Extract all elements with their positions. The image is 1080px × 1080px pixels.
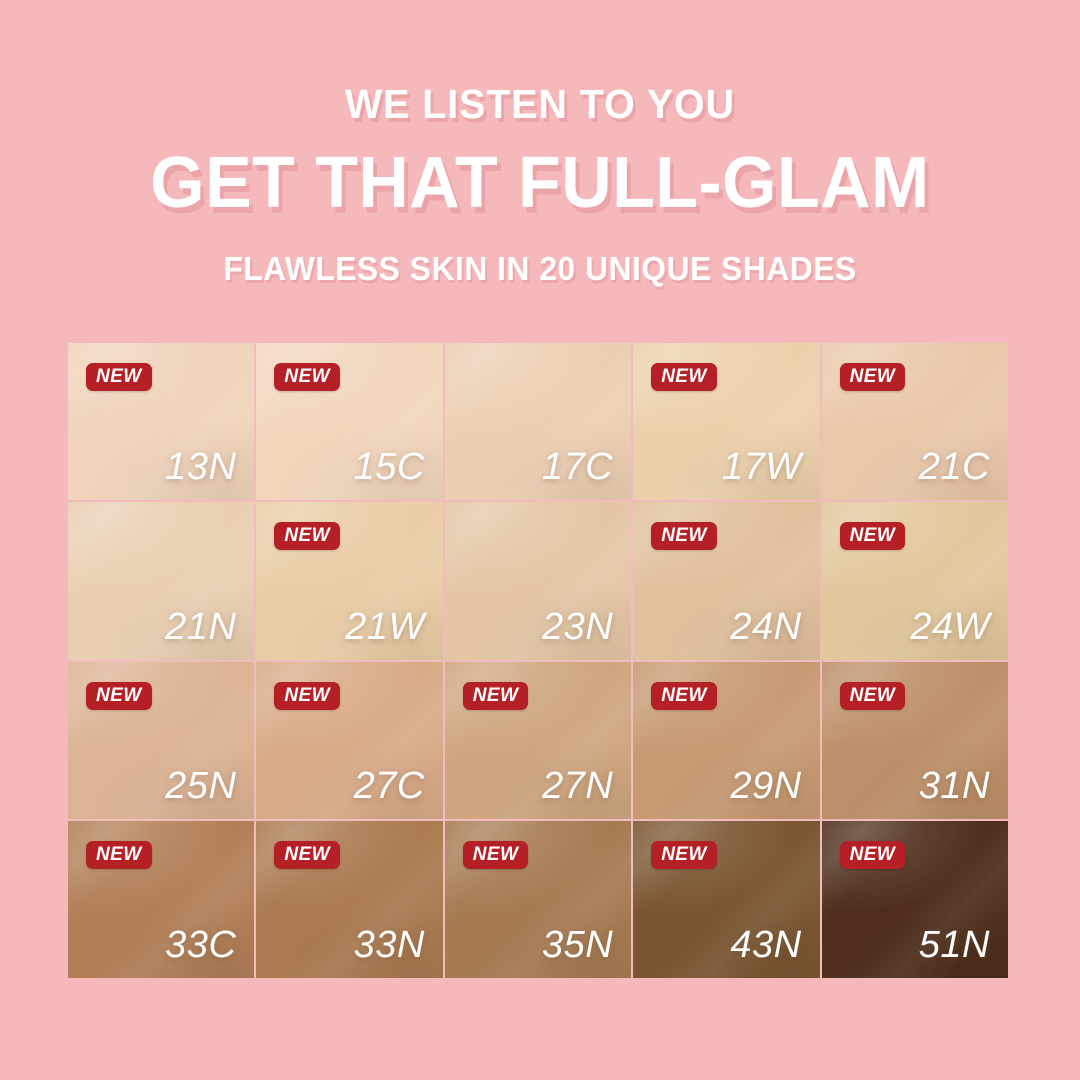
new-badge: NEW <box>651 522 717 551</box>
new-badge: NEW <box>462 681 529 710</box>
new-badge: NEW <box>839 840 906 869</box>
shade-code-label: 24W <box>910 605 990 648</box>
subheading-text: FLAWLESS SKIN IN 20 UNIQUE SHADES <box>223 250 857 287</box>
shade-grid: NEW 13N NEW 15C 17C NEW 17W NEW 21C 21N NEW 21W 23N N… <box>68 343 1008 978</box>
shade-swatch[interactable]: NEW 43N <box>633 820 820 978</box>
shade-code-label: 31N <box>918 764 990 807</box>
new-badge: NEW <box>274 681 340 710</box>
shade-swatch[interactable]: NEW 25N <box>68 661 255 819</box>
shade-swatch[interactable]: NEW 27N <box>444 661 632 819</box>
shade-swatch[interactable]: NEW 24N <box>633 502 820 660</box>
shade-swatch[interactable]: NEW 35N <box>444 820 632 978</box>
new-badge: NEW <box>839 681 906 710</box>
shade-swatch[interactable]: NEW 31N <box>821 661 1008 819</box>
shade-code-label: 23N <box>541 605 614 648</box>
shade-code-label: 24N <box>730 605 802 648</box>
shade-code-label: 25N <box>165 764 237 807</box>
shade-code-label: 51N <box>918 924 990 966</box>
shade-swatch[interactable]: 21N <box>68 502 255 660</box>
new-badge: NEW <box>462 840 529 869</box>
shade-swatch[interactable]: NEW 24W <box>821 502 1008 660</box>
new-badge: NEW <box>274 363 340 391</box>
shade-swatch[interactable]: 23N <box>444 502 632 660</box>
page-title: GET THAT FULL-GLAM <box>150 143 930 223</box>
shade-swatch[interactable]: NEW 33C <box>68 820 255 978</box>
shade-swatch[interactable]: NEW 27C <box>256 661 443 819</box>
shade-swatch[interactable]: NEW 51N <box>821 820 1008 978</box>
shade-swatch[interactable]: NEW 17W <box>633 343 820 501</box>
new-badge: NEW <box>86 681 152 710</box>
shade-code-label: 21C <box>918 446 990 489</box>
shade-swatch[interactable]: NEW 33N <box>256 820 443 978</box>
shade-swatch[interactable]: NEW 29N <box>633 661 820 819</box>
new-badge: NEW <box>651 681 717 710</box>
shade-code-label: 15C <box>353 446 425 489</box>
shade-code-label: 13N <box>165 446 237 489</box>
new-badge: NEW <box>86 840 152 869</box>
new-badge: NEW <box>651 840 717 869</box>
shade-code-label: 17W <box>721 446 802 489</box>
eyebrow-text: WE LISTEN TO YOU <box>344 81 736 127</box>
shade-swatch[interactable]: NEW 21W <box>256 502 443 660</box>
new-badge: NEW <box>274 840 340 869</box>
shade-swatch[interactable]: NEW 21C <box>821 343 1008 501</box>
shade-code-label: 35N <box>541 924 614 966</box>
new-badge: NEW <box>651 363 717 391</box>
new-badge: NEW <box>274 522 340 551</box>
new-badge: NEW <box>839 522 906 551</box>
new-badge: NEW <box>86 363 152 391</box>
shade-code-label: 27C <box>353 764 425 807</box>
heading-block: WE LISTEN TO YOU GET THAT FULL-GLAM FLAW… <box>0 81 1080 287</box>
shade-code-label: 33C <box>165 924 237 966</box>
shade-code-label: 33N <box>353 924 425 966</box>
shade-swatch[interactable]: 17C <box>444 343 632 501</box>
new-badge: NEW <box>839 363 906 391</box>
shade-code-label: 17C <box>541 446 614 489</box>
shade-code-label: 43N <box>730 924 802 966</box>
shade-code-label: 21N <box>165 605 237 648</box>
shade-code-label: 29N <box>730 764 802 807</box>
shade-code-label: 21W <box>345 605 425 648</box>
shade-swatch[interactable]: NEW 15C <box>256 343 443 501</box>
shade-swatch[interactable]: NEW 13N <box>68 343 255 501</box>
shade-code-label: 27N <box>541 764 614 807</box>
